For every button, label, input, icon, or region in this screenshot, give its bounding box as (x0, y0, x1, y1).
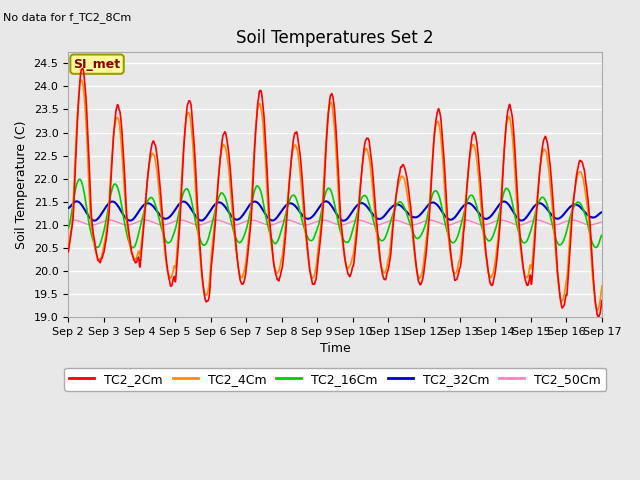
X-axis label: Time: Time (320, 342, 351, 356)
Text: No data for f_TC2_8Cm: No data for f_TC2_8Cm (3, 12, 131, 23)
Legend: TC2_2Cm, TC2_4Cm, TC2_16Cm, TC2_32Cm, TC2_50Cm: TC2_2Cm, TC2_4Cm, TC2_16Cm, TC2_32Cm, TC… (64, 368, 606, 391)
Y-axis label: Soil Temperature (C): Soil Temperature (C) (15, 120, 28, 249)
Text: SI_met: SI_met (74, 58, 120, 71)
Title: Soil Temperatures Set 2: Soil Temperatures Set 2 (236, 29, 434, 48)
